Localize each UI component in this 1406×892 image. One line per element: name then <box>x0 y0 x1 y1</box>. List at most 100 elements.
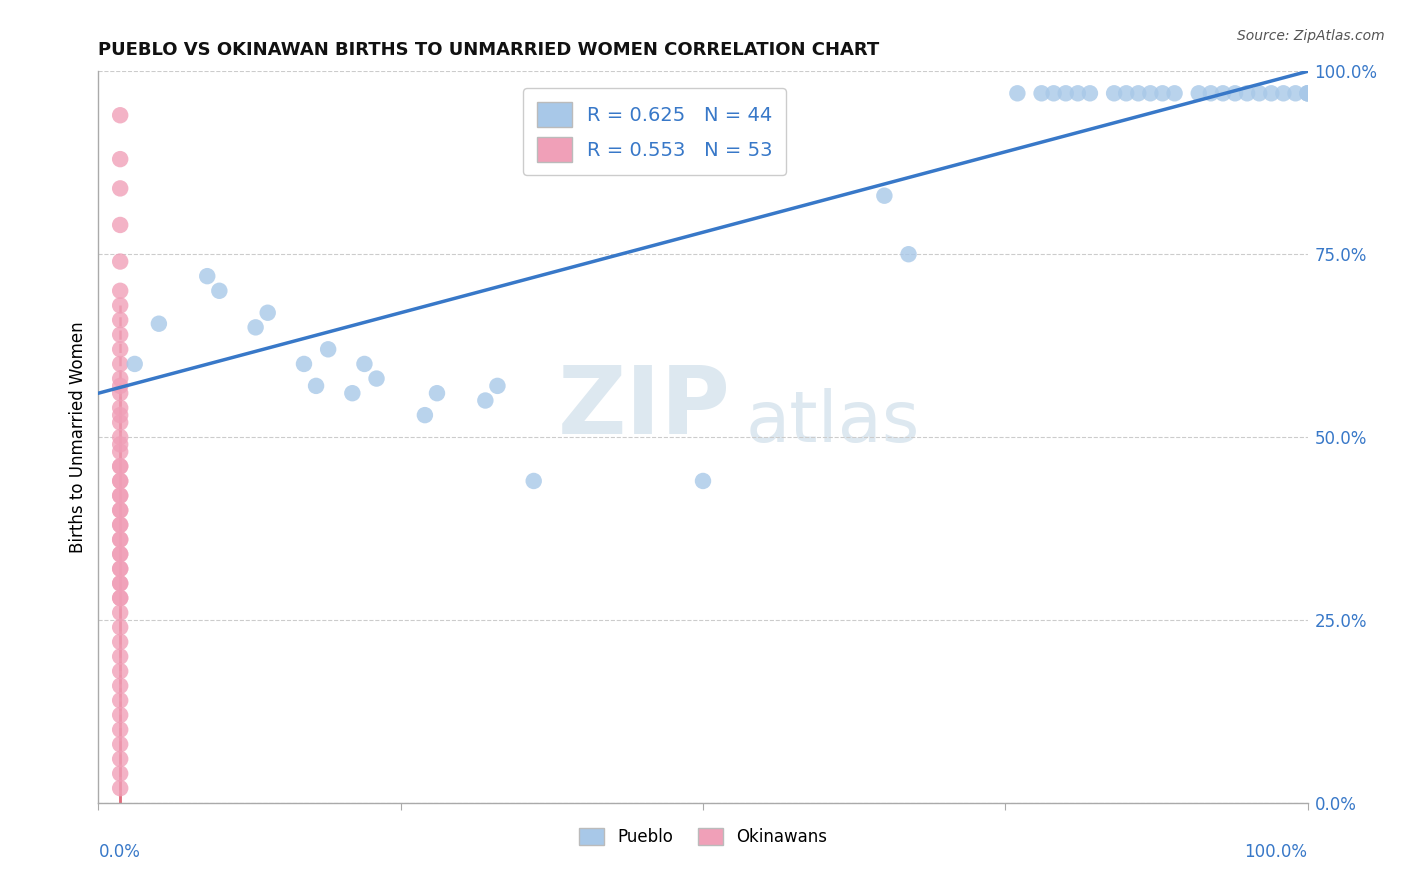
Point <box>108 664 131 678</box>
Point <box>108 284 131 298</box>
Point <box>305 379 328 393</box>
Point <box>108 444 131 458</box>
Point <box>148 317 170 331</box>
Point <box>1031 87 1053 101</box>
Point <box>108 591 131 605</box>
Point <box>1054 87 1077 101</box>
Text: Source: ZipAtlas.com: Source: ZipAtlas.com <box>1237 29 1385 43</box>
Point <box>108 313 131 327</box>
Point <box>124 357 146 371</box>
Legend: Pueblo, Okinawans: Pueblo, Okinawans <box>572 822 834 853</box>
Point <box>108 737 131 751</box>
Point <box>108 708 131 723</box>
Point <box>108 386 131 401</box>
Point <box>474 393 496 408</box>
Point <box>108 503 131 517</box>
Point <box>108 635 131 649</box>
Point <box>1139 87 1161 101</box>
Point <box>108 547 131 561</box>
Point <box>316 343 339 357</box>
Point <box>1067 87 1090 101</box>
Point <box>108 533 131 547</box>
Point <box>108 781 131 796</box>
Point <box>108 649 131 664</box>
Point <box>108 181 131 195</box>
Point <box>108 108 131 122</box>
Point <box>1212 87 1234 101</box>
Point <box>1152 87 1174 101</box>
Point <box>108 679 131 693</box>
Point <box>195 269 218 284</box>
Point <box>108 576 131 591</box>
Point <box>108 547 131 561</box>
Point <box>873 188 896 202</box>
Point <box>108 606 131 620</box>
Point <box>1249 87 1271 101</box>
Point <box>108 517 131 532</box>
Point <box>108 723 131 737</box>
Point <box>1260 87 1282 101</box>
Point <box>108 401 131 415</box>
Point <box>1007 87 1029 101</box>
Point <box>108 327 131 342</box>
Point <box>108 254 131 268</box>
Point <box>108 517 131 532</box>
Point <box>108 416 131 430</box>
Point <box>108 459 131 474</box>
Point <box>1272 87 1295 101</box>
Point <box>108 408 131 422</box>
Point <box>108 474 131 488</box>
Point <box>1199 87 1222 101</box>
Point <box>342 386 364 401</box>
Point <box>692 474 714 488</box>
Point <box>1296 87 1319 101</box>
Point <box>108 752 131 766</box>
Point <box>108 357 131 371</box>
Point <box>426 386 449 401</box>
Point <box>245 320 267 334</box>
Point <box>413 408 436 422</box>
Point <box>108 343 131 357</box>
Point <box>108 591 131 605</box>
Point <box>1163 87 1185 101</box>
Point <box>108 298 131 312</box>
Point <box>1115 87 1137 101</box>
Point <box>108 620 131 634</box>
Point <box>108 218 131 232</box>
Point <box>108 437 131 451</box>
Text: 0.0%: 0.0% <box>98 843 141 861</box>
Point <box>108 489 131 503</box>
Point <box>1296 87 1319 101</box>
Point <box>1128 87 1150 101</box>
Text: 100.0%: 100.0% <box>1244 843 1308 861</box>
Point <box>108 533 131 547</box>
Point <box>108 152 131 166</box>
Point <box>523 474 546 488</box>
Point <box>1042 87 1064 101</box>
Point <box>1284 87 1306 101</box>
Point <box>108 371 131 385</box>
Text: ZIP: ZIP <box>558 362 731 454</box>
Point <box>108 474 131 488</box>
Point <box>108 503 131 517</box>
Point <box>108 562 131 576</box>
Point <box>1296 87 1319 101</box>
Point <box>108 766 131 780</box>
Point <box>108 562 131 576</box>
Point <box>108 430 131 444</box>
Point <box>366 371 388 385</box>
Point <box>208 284 231 298</box>
Point <box>1188 87 1211 101</box>
Point <box>292 357 315 371</box>
Point <box>108 576 131 591</box>
Point <box>353 357 375 371</box>
Text: PUEBLO VS OKINAWAN BIRTHS TO UNMARRIED WOMEN CORRELATION CHART: PUEBLO VS OKINAWAN BIRTHS TO UNMARRIED W… <box>98 41 880 59</box>
Point <box>1102 87 1125 101</box>
Point <box>1236 87 1258 101</box>
Point <box>486 379 509 393</box>
Point <box>108 693 131 707</box>
Point <box>1223 87 1246 101</box>
Point <box>1078 87 1101 101</box>
Y-axis label: Births to Unmarried Women: Births to Unmarried Women <box>69 321 87 553</box>
Point <box>108 489 131 503</box>
